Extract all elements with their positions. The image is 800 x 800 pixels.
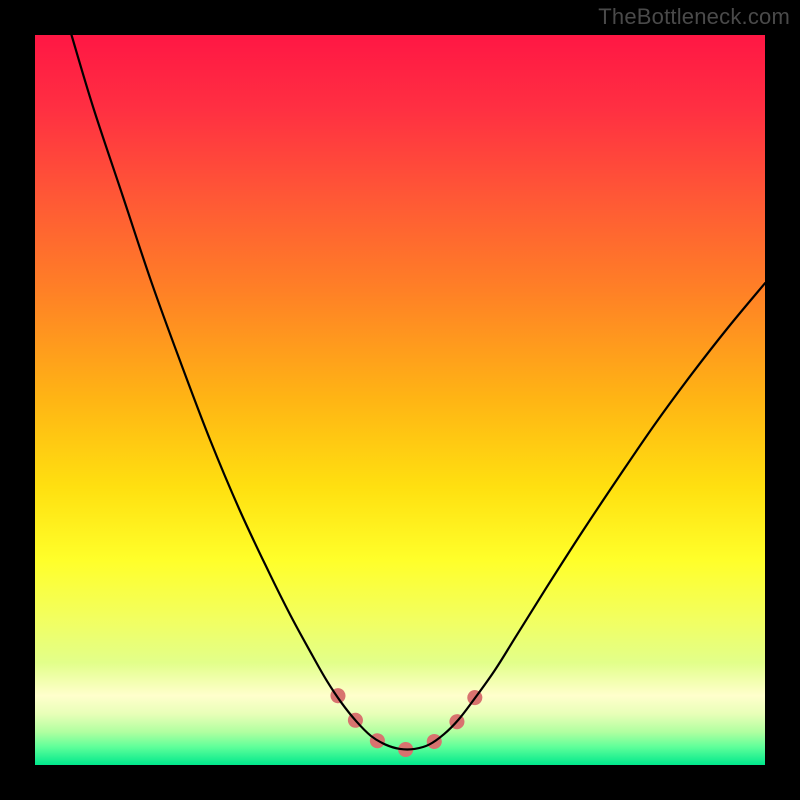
- plot-background: [35, 35, 765, 765]
- watermark-text: TheBottleneck.com: [598, 4, 790, 30]
- bottleneck-chart: [0, 0, 800, 800]
